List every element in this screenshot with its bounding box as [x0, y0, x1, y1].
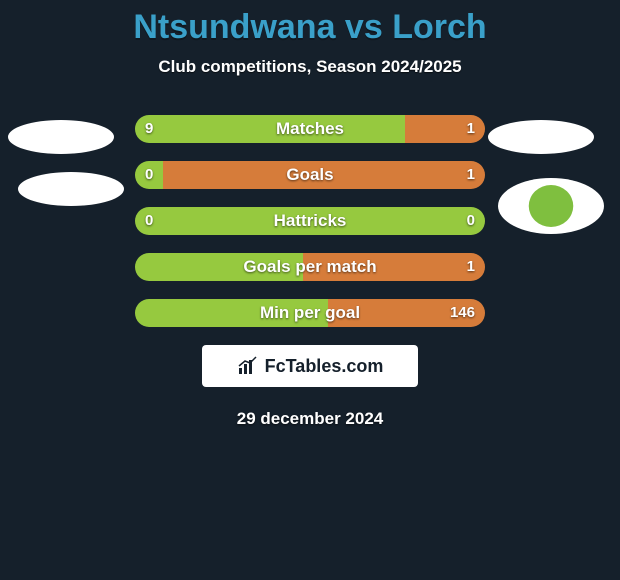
stat-bars: Matches91Goals01Hattricks00Goals per mat…: [0, 115, 620, 327]
brand-box[interactable]: FcTables.com: [202, 345, 418, 387]
stat-value-left: 0: [135, 207, 163, 235]
stat-label: Goals: [135, 161, 485, 189]
chart-icon: [237, 356, 259, 376]
stat-row: Goals0 1: [135, 161, 485, 189]
stat-value-right: 0: [457, 207, 485, 235]
brand-text: FcTables.com: [265, 356, 384, 377]
stats-card: Ntsundwana vs Lorch Club competitions, S…: [0, 0, 620, 580]
stat-row: Min per goal146: [135, 299, 485, 327]
stat-value-right: 1: [457, 115, 485, 143]
stat-row: Matches9 1: [135, 115, 485, 143]
stat-row: Hattricks0 0: [135, 207, 485, 235]
page-title: Ntsundwana vs Lorch: [0, 0, 620, 47]
stat-value-left: 0: [135, 161, 163, 189]
stat-label: Matches: [135, 115, 485, 143]
stat-value-right: 1: [457, 161, 485, 189]
subtitle: Club competitions, Season 2024/2025: [0, 57, 620, 77]
stat-label: Goals per match: [135, 253, 485, 281]
stat-label: Min per goal: [135, 299, 485, 327]
stat-row: Goals per match1: [135, 253, 485, 281]
stat-label: Hattricks: [135, 207, 485, 235]
stat-value-right: 1: [457, 253, 485, 281]
stat-value-right: 146: [440, 299, 485, 327]
stat-value-left: 9: [135, 115, 163, 143]
snapshot-date: 29 december 2024: [0, 409, 620, 429]
